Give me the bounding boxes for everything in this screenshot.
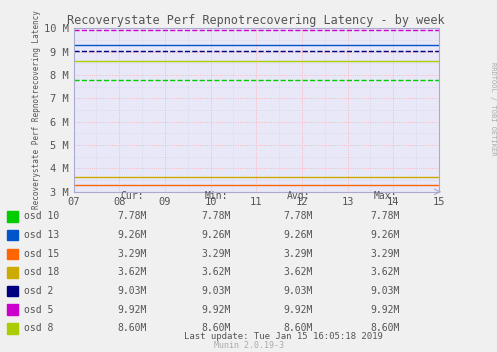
Text: 9.03M: 9.03M [201,286,231,296]
Text: Max:: Max: [373,191,397,201]
Text: Last update: Tue Jan 15 16:05:18 2019: Last update: Tue Jan 15 16:05:18 2019 [184,332,383,341]
Text: 8.60M: 8.60M [370,323,400,333]
Text: 9.26M: 9.26M [117,230,147,240]
Text: osd 5: osd 5 [24,305,53,315]
Text: Avg:: Avg: [286,191,310,201]
Text: 9.03M: 9.03M [370,286,400,296]
Text: Cur:: Cur: [120,191,144,201]
Text: 8.60M: 8.60M [201,323,231,333]
Text: Min:: Min: [204,191,228,201]
Text: 9.26M: 9.26M [370,230,400,240]
Text: 7.78M: 7.78M [201,212,231,221]
Text: 9.92M: 9.92M [370,305,400,315]
Text: osd 15: osd 15 [24,249,59,259]
Text: 8.60M: 8.60M [117,323,147,333]
Text: 3.62M: 3.62M [370,268,400,277]
Text: 3.62M: 3.62M [201,268,231,277]
Text: osd 10: osd 10 [24,212,59,221]
Text: 9.92M: 9.92M [283,305,313,315]
Text: osd 8: osd 8 [24,323,53,333]
Text: 9.92M: 9.92M [201,305,231,315]
Text: 7.78M: 7.78M [283,212,313,221]
Text: 8.60M: 8.60M [283,323,313,333]
Text: 3.62M: 3.62M [283,268,313,277]
Text: osd 18: osd 18 [24,268,59,277]
Text: 3.29M: 3.29M [283,249,313,259]
Text: 3.29M: 3.29M [201,249,231,259]
Text: Munin 2.0.19-3: Munin 2.0.19-3 [214,341,283,350]
Text: 9.03M: 9.03M [283,286,313,296]
Text: 3.62M: 3.62M [117,268,147,277]
Text: osd 13: osd 13 [24,230,59,240]
Text: 7.78M: 7.78M [117,212,147,221]
Text: 9.92M: 9.92M [117,305,147,315]
Title: Recoverystate Perf Repnotrecovering Latency - by week: Recoverystate Perf Repnotrecovering Late… [68,14,445,27]
Text: 9.26M: 9.26M [201,230,231,240]
Y-axis label: Recoverystate Perf Repnotrecovering Latency: Recoverystate Perf Repnotrecovering Late… [32,11,41,209]
Text: RRDTOOL / TOBI OETIKER: RRDTOOL / TOBI OETIKER [490,62,496,156]
Text: 9.26M: 9.26M [283,230,313,240]
Text: 3.29M: 3.29M [370,249,400,259]
Text: 7.78M: 7.78M [370,212,400,221]
Text: 3.29M: 3.29M [117,249,147,259]
Text: 9.03M: 9.03M [117,286,147,296]
Text: osd 2: osd 2 [24,286,53,296]
